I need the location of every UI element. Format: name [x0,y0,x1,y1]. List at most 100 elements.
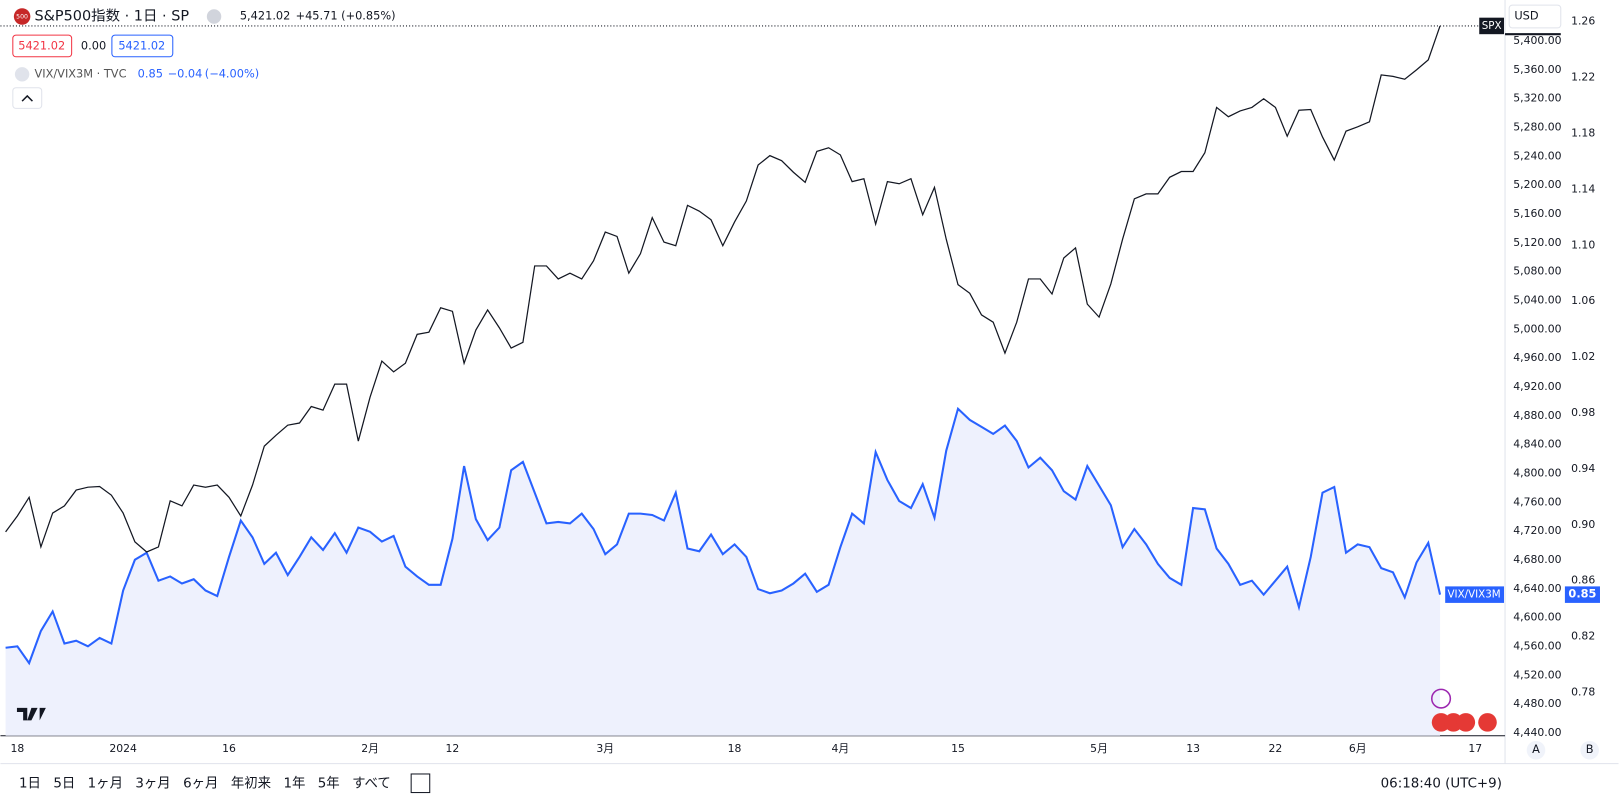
y2-tick-label: 1.22 [1571,71,1595,84]
y-tick-label: 5,160.00 [1513,207,1561,220]
range-button[interactable]: 1年 [283,775,305,791]
series-line [5,25,1441,553]
vix-pct: (−4.00%) [205,66,259,80]
spread: 0.00 [81,38,106,52]
y-tick-label: 5,000.00 [1513,322,1561,335]
y2-tick-label: 0.94 [1571,462,1595,475]
currency: USD [1514,9,1539,23]
y-tick-label: 5,400.00 [1513,34,1561,47]
x-tick-label: 5月 [1090,742,1108,755]
range-button[interactable]: 5日 [53,776,75,791]
collapse-button[interactable] [12,87,43,109]
range-button[interactable]: 1ヶ月 [88,776,123,791]
y2-tick-label: 0.98 [1571,406,1595,419]
y-tick-label: 4,440.00 [1513,726,1561,739]
series-tag-label: VIX/VIX3M [1447,589,1500,601]
last-value-label: 0.85 [1568,587,1596,601]
series-line [5,406,1442,666]
y-tick-label: 4,840.00 [1513,438,1561,451]
y-tick-label: 4,720.00 [1513,524,1561,537]
buy-price: 5421.02 [118,38,165,52]
x-tick-label: 6月 [1349,742,1367,755]
y-tick-label: 5,280.00 [1513,121,1561,134]
y2-tick-label: 0.86 [1571,574,1595,587]
tv-logo [16,707,46,721]
event-icon[interactable] [1431,688,1452,709]
y2-tick-label: 1.10 [1571,238,1595,251]
y-tick-label: 4,880.00 [1513,409,1561,422]
symbol-logo [13,8,31,25]
area [5,408,1441,736]
y2-tick-label: 0.90 [1571,518,1595,531]
y-tick-label: 4,960.00 [1513,351,1561,364]
x-tick-label: 18 [10,742,24,755]
y2-tick-label: 0.82 [1571,630,1595,643]
series-tag [1479,17,1505,35]
x-tick-label: 2024 [109,742,137,755]
logo-text: 500 [16,14,28,21]
auto-button[interactable] [1526,740,1546,760]
buy-box[interactable] [111,34,174,58]
y2-tick-label: 1.26 [1571,15,1595,28]
clock: 06:18:40 (UTC+9) [1381,776,1502,791]
range-button[interactable]: 3ヶ月 [135,776,170,791]
date-range-icon[interactable] [410,773,431,794]
y-tick-label: 4,680.00 [1513,553,1561,566]
y-tick-label: 5,360.00 [1513,63,1561,76]
x-tick-label: 18 [728,742,742,755]
collapse-icon [21,94,33,102]
x-tick-label: 3月 [596,742,614,755]
price-change: +45.71 (+0.85%) [296,9,396,23]
y2-tick-label: 1.06 [1571,294,1595,307]
vix-icon [14,67,30,82]
y2-tick-label: 1.14 [1571,182,1595,195]
log-label: B [1586,742,1594,756]
x-tick-label: 17 [1468,742,1482,755]
y2-tick-label: 1.18 [1571,126,1595,139]
last-value-tag [1564,586,1600,603]
flags [1431,713,1497,732]
sell-price: 5421.02 [18,38,65,52]
x-tick-label: 4月 [832,742,850,755]
y-tick-label: 5,120.00 [1513,236,1561,249]
currency-select[interactable] [1508,4,1562,29]
y-tick-label: 4,800.00 [1513,466,1561,479]
y-tick-label: 4,600.00 [1513,611,1561,624]
y-tick-label: 5,040.00 [1513,294,1561,307]
symbol-title[interactable]: S&P500指数 · 1日 · SP [34,8,189,25]
y-tick-label: 5,320.00 [1513,92,1561,105]
series-tag-label: SPX [1482,20,1502,32]
x-tick-label: 12 [445,742,459,755]
x-tick-label: 2月 [361,742,379,755]
vix-change: −0.04 [168,66,203,80]
range-button[interactable]: 年初来 [231,775,271,791]
y-tick-label: 4,560.00 [1513,639,1561,652]
y-tick-label: 5,080.00 [1513,265,1561,278]
y-tick-label: 4,640.00 [1513,582,1561,595]
y-tick-label: 5,240.00 [1513,149,1561,162]
log-button[interactable] [1580,740,1599,760]
x-tick-label: 15 [951,742,965,755]
status-icon [206,9,222,24]
x-tick-label: 13 [1186,742,1200,755]
y-tick-label: 4,520.00 [1513,668,1561,681]
y-tick-label: 4,920.00 [1513,380,1561,393]
y-tick-label: 4,480.00 [1513,697,1561,710]
range-button[interactable]: 1日 [19,776,41,791]
range-button[interactable]: 6ヶ月 [183,776,218,791]
range-button[interactable]: すべて [352,775,391,791]
auto-label: A [1532,742,1540,756]
series-tag [1445,586,1505,603]
range-button[interactable]: 5年 [318,775,340,791]
y2-tick-label: 0.78 [1571,685,1595,698]
sell-box[interactable] [12,34,73,58]
y-tick-label: 4,760.00 [1513,495,1561,508]
y2-tick-label: 1.02 [1571,350,1595,363]
vix-name[interactable]: VIX/VIX3M · TVC [34,66,126,80]
vix-value: 0.85 [138,66,163,80]
plot [0,17,1600,736]
last-price: 5,421.02 [240,9,291,23]
x-tick-label: 22 [1269,742,1283,755]
